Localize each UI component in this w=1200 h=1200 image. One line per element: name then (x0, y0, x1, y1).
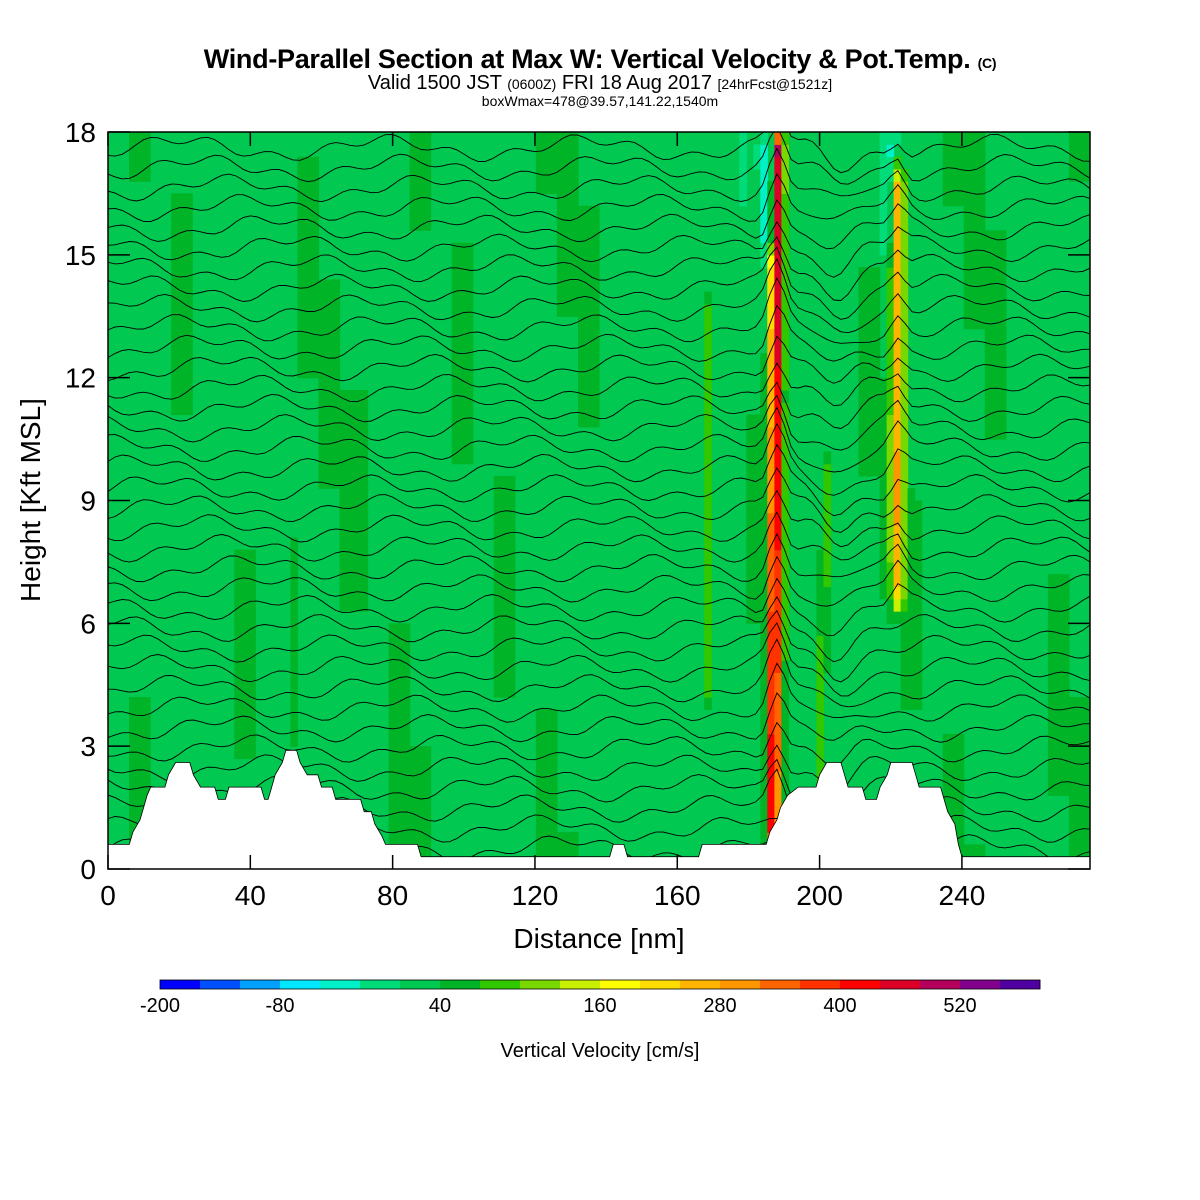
theta-contour (108, 758, 1090, 816)
chart-title: Wind-Parallel Section at Max W: Vertical… (203, 44, 997, 74)
theta-contour (108, 199, 1090, 250)
colorbar-swatch (520, 980, 561, 989)
colorbar-swatch (840, 980, 881, 989)
colorbar-swatch (360, 980, 401, 989)
theta-contour (108, 246, 1090, 320)
theta-contour (108, 555, 1090, 607)
theta-contour (108, 721, 1090, 767)
theta-contour (108, 277, 1090, 344)
y-tick-label: 12 (65, 363, 96, 394)
colorbar-swatch (560, 980, 601, 989)
colorbar-swatch (320, 980, 361, 989)
theta-contour (108, 335, 1090, 384)
colorbar-swatch (680, 980, 721, 989)
theta-contour (108, 638, 1090, 708)
colorbar-swatch (600, 980, 641, 989)
axes: 0 40 80 120 160 200 240 0 3 6 9 12 15 18 (65, 117, 1090, 911)
colorbar-swatch (400, 980, 441, 989)
theta-contour (108, 394, 1090, 451)
theta-contour (108, 132, 1090, 174)
x-tick-label: 80 (377, 880, 408, 911)
x-tick-label: 160 (654, 880, 701, 911)
theta-contour (108, 692, 1090, 743)
x-axis-label: Distance [nm] (513, 923, 684, 954)
y-tick-label: 9 (80, 486, 96, 517)
theta-contour (108, 577, 1090, 636)
colorbar-tick-label: -80 (266, 995, 295, 1017)
x-tick-label: 120 (512, 880, 559, 911)
theta-contour (108, 443, 1090, 517)
chart-box-info: boxWmax=478@39.57,141.22,1540m (481, 93, 719, 109)
theta-contour (108, 236, 1090, 301)
colorbar-swatch (800, 980, 841, 989)
theta-contour (108, 304, 1090, 362)
colorbar-swatch (240, 980, 281, 989)
theta-contour (108, 406, 1090, 473)
theta-contour (108, 596, 1090, 663)
colorbar-tick-label: 280 (703, 995, 736, 1017)
x-tick-label: 240 (939, 880, 986, 911)
colorbar-tick-label: 40 (429, 995, 451, 1017)
theta-contour (108, 511, 1090, 563)
colorbar-swatch (960, 980, 1001, 989)
colorbar-swatch (200, 980, 241, 989)
theta-contour (108, 362, 1090, 407)
x-tick-label: 200 (796, 880, 843, 911)
y-axis-label: Height [Kft MSL] (15, 398, 46, 602)
theta-contour (108, 662, 1090, 723)
theta-contour (108, 147, 1090, 203)
colorbar-swatch (480, 980, 521, 989)
theta-contour (108, 744, 1090, 792)
colorbar-swatch (1000, 980, 1041, 989)
y-tick-label: 0 (80, 854, 96, 885)
theta-contour (108, 221, 1090, 278)
y-tick-label: 3 (80, 731, 96, 762)
colorbar-swatch (160, 980, 201, 989)
colorbar-tick-label: 520 (943, 995, 976, 1017)
x-tick-label: 0 (100, 880, 116, 911)
theta-contour (108, 132, 1090, 185)
colorbar: -200 -80 40 160 280 400 520 (140, 979, 1041, 1017)
y-tick-label: 15 (65, 240, 96, 271)
theta-contour (108, 467, 1090, 533)
colorbar-swatch (920, 980, 961, 989)
colorbar-tick-label: -200 (140, 995, 180, 1017)
theta-contour (108, 381, 1090, 429)
theta-contour (108, 609, 1090, 683)
colorbar-swatch (720, 980, 761, 989)
colorbar-tick-label: 160 (583, 995, 616, 1017)
terrain-mask (107, 749, 1091, 870)
vertical-velocity-field (108, 132, 1090, 869)
x-tick-label: 40 (235, 880, 266, 911)
colorbar-swatch (440, 980, 481, 989)
theta-contour (108, 422, 1090, 496)
theta-contour (108, 173, 1090, 222)
colorbar-swatch (760, 980, 801, 989)
y-tick-label: 6 (80, 608, 96, 639)
colorbar-swatch (280, 980, 321, 989)
y-tick-label: 18 (65, 117, 96, 148)
theta-contour (108, 622, 1090, 697)
chart-subtitle: Valid 1500 JST (0600Z) FRI 18 Aug 2017 [… (367, 72, 833, 94)
theta-contour (108, 532, 1090, 583)
colorbar-swatch (640, 980, 681, 989)
pot-temp-contours (108, 132, 1090, 869)
theta-contour (108, 258, 1090, 334)
theta-contour (108, 489, 1090, 548)
colorbar-label: Vertical Velocity [cm/s] (501, 1040, 700, 1062)
colorbar-tick-label: 400 (823, 995, 856, 1017)
colorbar-swatch (880, 980, 921, 989)
